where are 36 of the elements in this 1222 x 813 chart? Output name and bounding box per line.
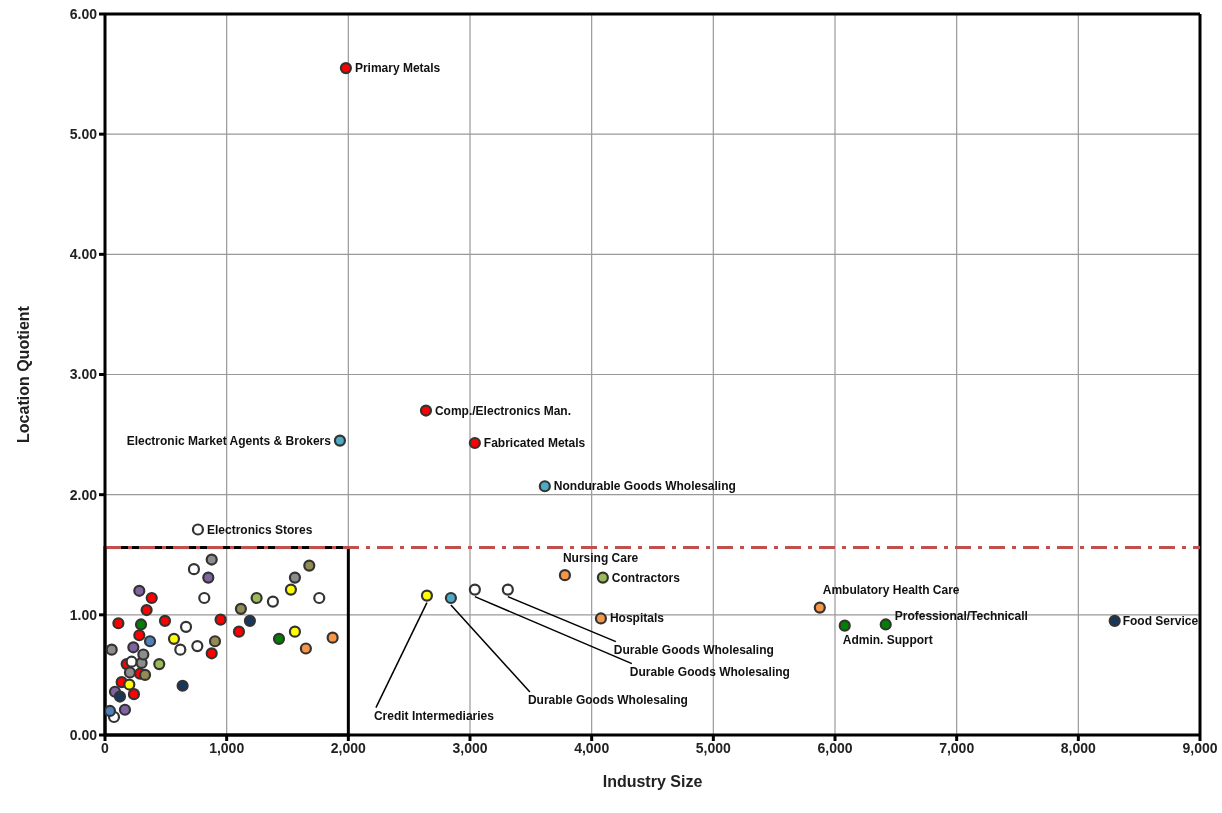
annotation: Hospitals <box>609 611 665 626</box>
x-tick-label: 3,000 <box>452 739 488 756</box>
annotation: Nondurable Goods Wholesaling <box>553 479 736 494</box>
x-tick-label: 8,000 <box>1060 739 1097 756</box>
y-tick-label: 3.00 <box>69 366 98 383</box>
annotation: Ambulatory Health Care <box>822 582 960 597</box>
annotation: Fabricated Metals <box>483 435 586 450</box>
x-tick-label: 1,000 <box>209 739 245 756</box>
y-tick-label: 0.00 <box>69 726 98 743</box>
x-tick-label: 7,000 <box>939 739 975 756</box>
annotation: Nursing Care <box>562 551 639 566</box>
annotation: Credit Intermediaries <box>373 708 495 723</box>
x-tick-label: 5,000 <box>695 739 732 756</box>
y-tick-label: 2.00 <box>69 486 98 503</box>
y-tick-label: 4.00 <box>69 246 98 263</box>
x-tick-label: 0 <box>101 739 110 756</box>
x-tick-label: 6,000 <box>817 739 853 756</box>
y-tick-label: 1.00 <box>69 606 98 623</box>
annotation: Durable Goods Wholesaling <box>613 642 774 657</box>
annotation: Durable Goods Wholesaling <box>527 693 688 708</box>
annotation: Food Service <box>1122 613 1199 628</box>
annotation: Primary Metals <box>354 61 441 76</box>
annotation: Admin. Support <box>842 632 933 647</box>
x-tick-label: 4,000 <box>574 739 610 756</box>
x-axis-title: Industry Size <box>602 773 703 790</box>
x-tick-label: 9,000 <box>1182 739 1218 756</box>
annotation: Contractors <box>611 570 681 585</box>
annotation: Electronic Market Agents & Brokers <box>126 433 332 448</box>
y-axis-title: Location Quotient <box>14 305 32 443</box>
y-tick-label: 6.00 <box>69 5 98 22</box>
annotation: Professional/Technicall <box>894 609 1028 624</box>
annotation: Comp./Electronics Man. <box>434 403 571 418</box>
x-tick-label: 2,000 <box>330 739 367 756</box>
annotation: Durable Goods Wholesaling <box>629 664 790 679</box>
y-tick-label: 5.00 <box>69 126 98 143</box>
annotation: Electronics Stores <box>206 522 313 537</box>
